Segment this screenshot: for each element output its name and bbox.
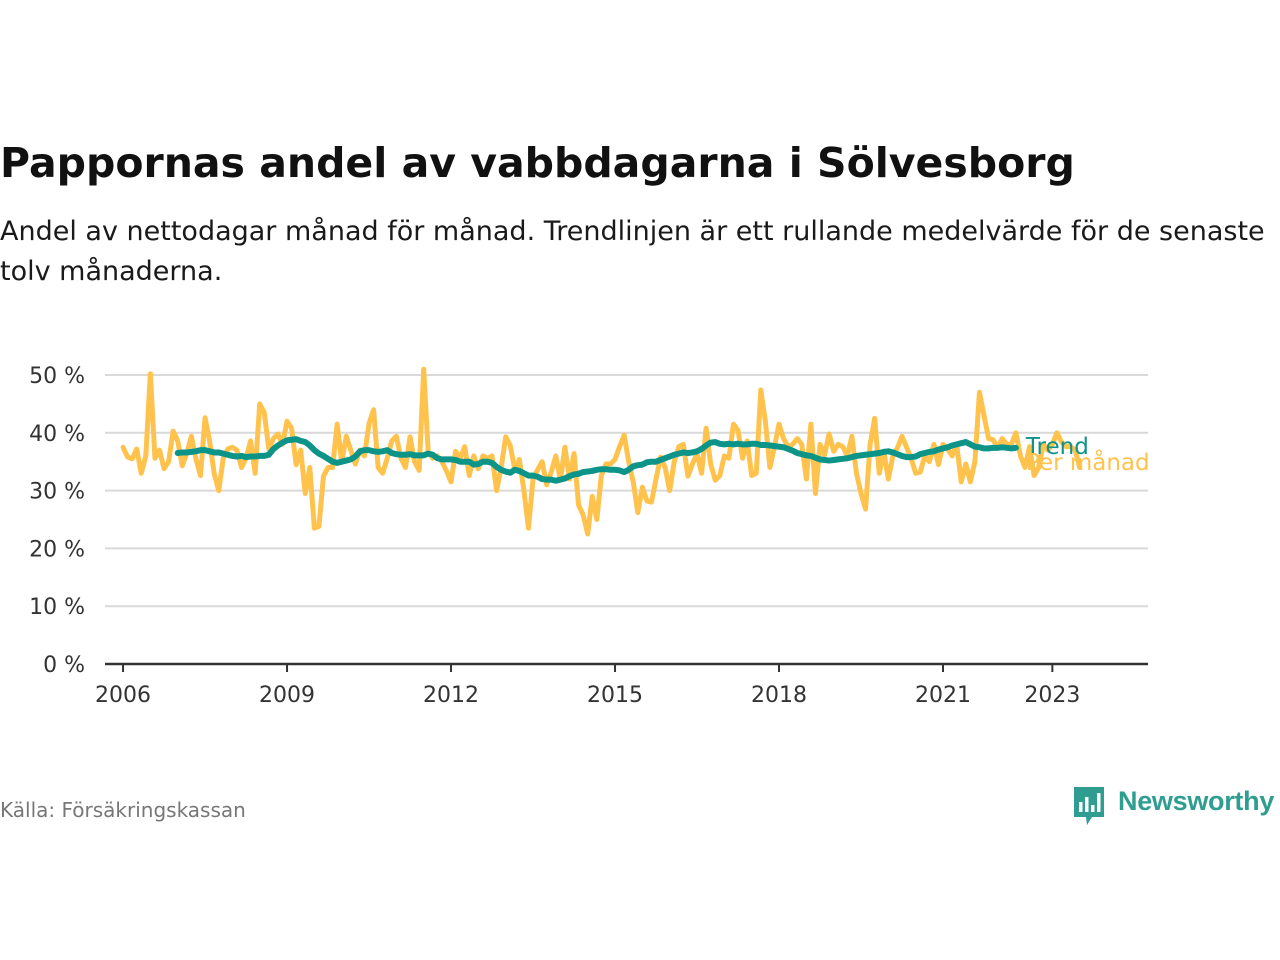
source-note: Källa: Försäkringskassan <box>0 798 246 822</box>
y-tick-label: 40 % <box>29 422 85 447</box>
legend-label-trend: Trend <box>1025 434 1089 460</box>
x-tick-label: 2006 <box>95 683 151 708</box>
y-tick-label: 50 % <box>29 364 85 389</box>
newsworthy-logo[interactable]: Newsworthy <box>1072 784 1280 828</box>
x-tick-label: 2012 <box>423 683 479 708</box>
chart-subtitle: Andel av nettodagar månad för månad. Tre… <box>0 216 1265 287</box>
x-tick-label: 2023 <box>1024 683 1080 708</box>
x-tick-label: 2009 <box>259 683 315 708</box>
y-tick-label: 10 % <box>29 595 85 620</box>
y-tick-label: 0 % <box>43 653 85 678</box>
series-line-trend <box>174 436 1019 484</box>
y-tick-label: 30 % <box>29 480 85 505</box>
brand-name: Newsworthy <box>1118 786 1275 816</box>
y-axis-ticks: 0 % 10 % 20 % 30 % 40 % 50 % <box>29 364 85 678</box>
y-tick-label: 20 % <box>29 537 85 562</box>
x-axis-ticks: 2006 2009 2012 2015 2018 2021 2023 <box>95 664 1080 708</box>
series-lines <box>120 366 1083 537</box>
bar-chart-icon <box>1074 787 1104 825</box>
x-tick-label: 2015 <box>587 683 643 708</box>
x-tick-label: 2021 <box>915 683 971 708</box>
x-tick-label: 2018 <box>751 683 807 708</box>
line-chart: 0 % 10 % 20 % 30 % 40 % 50 % 2006 2009 2012 2015… <box>29 364 1150 708</box>
legend-label-per-manad: Per månad <box>1026 448 1150 476</box>
chart-title: Pappornas andel av vabbdagarna i Sölvesb… <box>0 139 1075 187</box>
